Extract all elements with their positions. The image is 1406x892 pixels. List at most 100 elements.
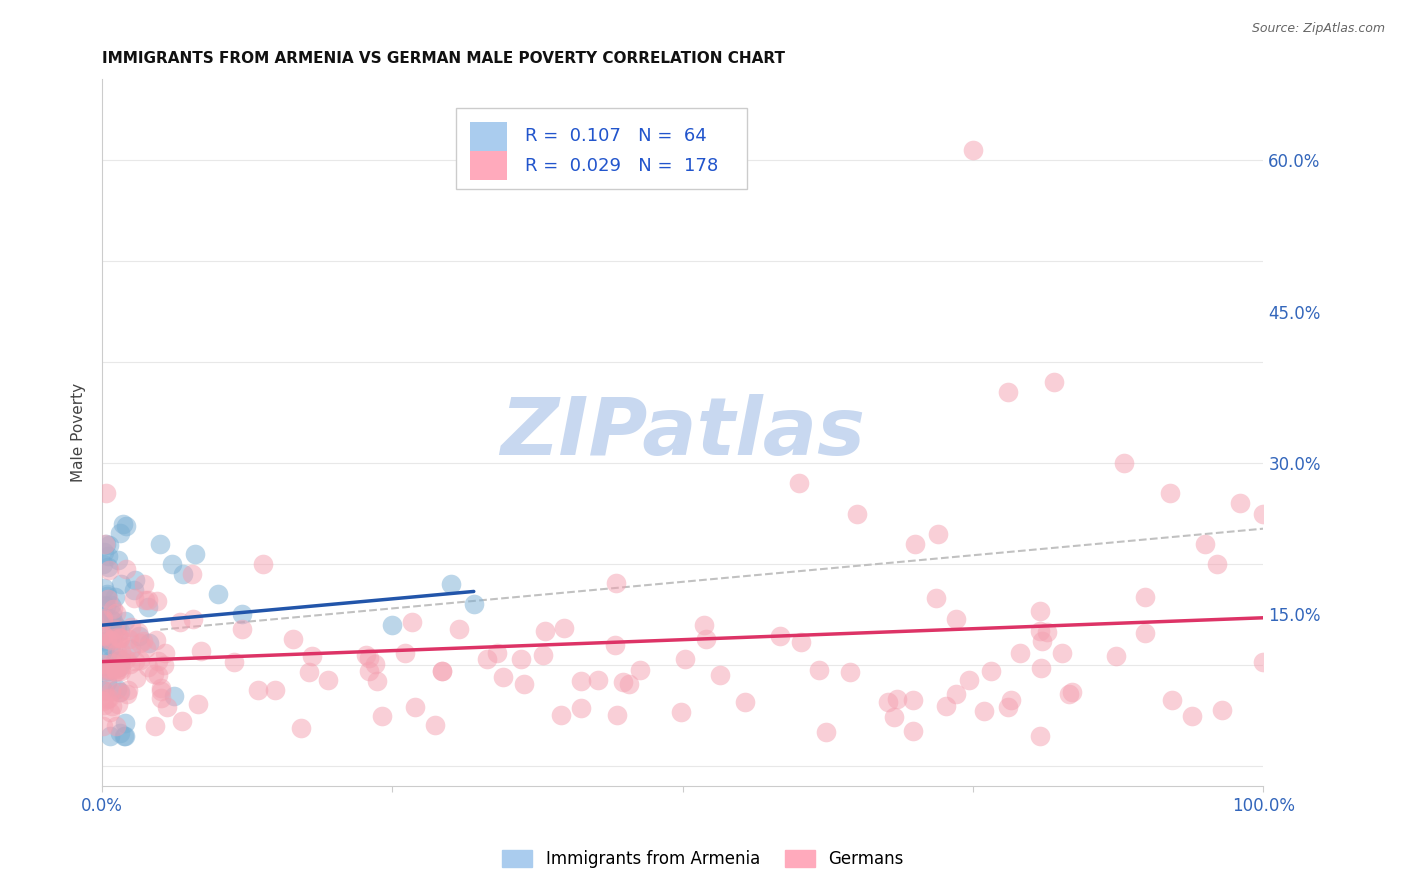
Point — [138, 636, 160, 650]
FancyBboxPatch shape — [470, 121, 508, 152]
Point — [128, 629, 150, 643]
Point — [838, 665, 860, 679]
Point — [100, 639, 122, 653]
Point — [115, 562, 138, 576]
Point — [1060, 685, 1083, 699]
Point — [1029, 661, 1052, 675]
Point — [108, 660, 131, 674]
Point — [605, 708, 627, 723]
Point — [100, 698, 122, 713]
Point — [169, 615, 191, 630]
Point — [172, 714, 194, 729]
Point — [628, 663, 651, 677]
Point — [100, 663, 122, 677]
Point — [94, 486, 117, 500]
Point — [231, 607, 253, 622]
Point — [96, 587, 118, 601]
Point — [96, 691, 118, 706]
Point — [962, 143, 984, 157]
Point — [814, 725, 837, 739]
Point — [97, 549, 120, 564]
Point — [108, 662, 131, 676]
Point — [1029, 624, 1052, 639]
Point — [605, 638, 627, 652]
Point — [1031, 634, 1053, 648]
Point — [132, 577, 155, 591]
Point — [101, 628, 124, 642]
Point — [110, 624, 132, 639]
Point — [769, 629, 792, 643]
Point — [120, 641, 142, 656]
Point — [107, 697, 129, 711]
Point — [108, 526, 131, 541]
Point — [112, 729, 135, 743]
Point — [935, 699, 957, 714]
Legend: Immigrants from Armenia, Germans: Immigrants from Armenia, Germans — [496, 843, 910, 875]
Point — [149, 691, 172, 706]
Point — [173, 567, 195, 582]
Point — [96, 632, 118, 647]
Point — [357, 651, 380, 665]
Point — [997, 385, 1019, 400]
Point — [693, 618, 716, 632]
Point — [153, 658, 176, 673]
Point — [901, 723, 924, 738]
Point — [1229, 496, 1251, 510]
Point — [93, 557, 115, 571]
Point — [122, 591, 145, 605]
Point — [146, 654, 169, 668]
Point — [93, 629, 115, 643]
Point — [430, 665, 453, 679]
Point — [145, 594, 167, 608]
Point — [97, 691, 120, 706]
Point — [146, 668, 169, 682]
Point — [281, 632, 304, 646]
Point — [569, 701, 592, 715]
Point — [135, 641, 157, 656]
Point — [117, 683, 139, 698]
Point — [149, 684, 172, 698]
Point — [117, 687, 139, 701]
Point — [129, 652, 152, 666]
Point — [104, 606, 127, 620]
Point — [808, 664, 831, 678]
Point — [104, 662, 127, 676]
Point — [136, 593, 159, 607]
Point — [104, 622, 127, 636]
Point — [153, 646, 176, 660]
Point — [127, 624, 149, 639]
Point — [93, 613, 115, 627]
Point — [1133, 626, 1156, 640]
Point — [252, 557, 274, 571]
Point — [108, 631, 131, 645]
Point — [160, 557, 183, 571]
Point — [149, 537, 172, 551]
Point — [550, 708, 572, 723]
Point — [105, 665, 128, 680]
Point — [100, 612, 122, 626]
Point — [93, 634, 115, 648]
Point — [105, 682, 128, 697]
Point — [107, 685, 129, 699]
Point — [105, 645, 128, 659]
Point — [617, 677, 640, 691]
Point — [162, 689, 184, 703]
Point — [98, 705, 121, 719]
Point — [184, 547, 207, 561]
Point — [231, 622, 253, 636]
Point — [120, 619, 142, 633]
Point — [553, 621, 575, 635]
Point — [118, 632, 141, 646]
Point — [673, 652, 696, 666]
Point — [105, 650, 128, 665]
Text: R =  0.107   N =  64: R = 0.107 N = 64 — [524, 127, 707, 145]
Point — [107, 630, 129, 644]
Point — [1029, 604, 1052, 618]
Point — [101, 601, 124, 615]
Point — [96, 675, 118, 690]
Point — [108, 685, 131, 699]
Point — [569, 673, 592, 688]
Point — [108, 632, 131, 646]
Point — [100, 653, 122, 667]
Point — [128, 636, 150, 650]
